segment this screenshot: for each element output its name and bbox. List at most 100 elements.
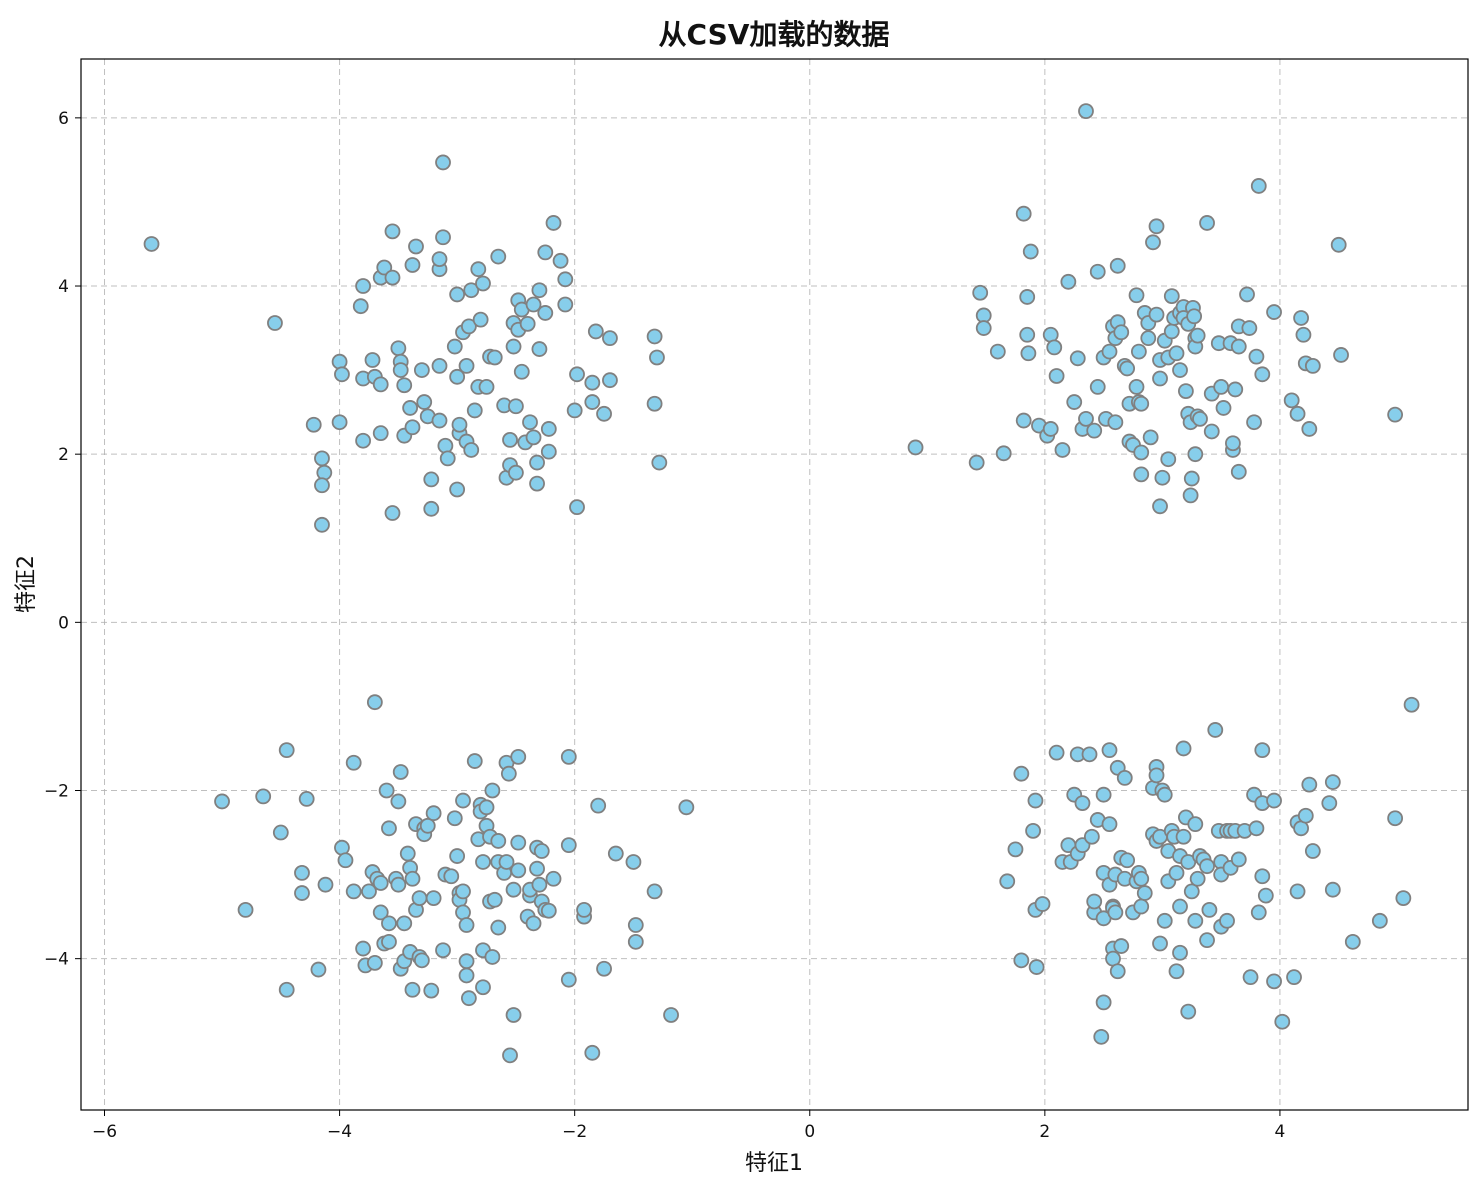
scatter-point — [1022, 243, 1039, 260]
scatter-point — [449, 481, 466, 498]
scatter-point — [1015, 205, 1032, 222]
scatter-point — [1257, 887, 1274, 904]
plot-area-frame — [80, 58, 1469, 1111]
scatter-point — [1113, 938, 1130, 954]
scatter-point — [1089, 379, 1106, 395]
scatter-point — [531, 341, 548, 357]
scatter-point — [627, 917, 644, 933]
scatter-point — [1019, 326, 1036, 343]
scatter-point — [1227, 381, 1244, 398]
scatter-point — [560, 748, 577, 765]
scatter-point — [1274, 1013, 1291, 1030]
scatter-point — [408, 238, 424, 255]
scatter-point — [1177, 383, 1194, 400]
scatter-point — [425, 805, 442, 822]
scatter-point — [1333, 347, 1349, 363]
scatter-point — [1160, 451, 1177, 468]
scatter-point — [1083, 828, 1100, 845]
scatter-point — [443, 868, 460, 885]
scatter-point — [458, 917, 475, 933]
scatter-point — [449, 848, 466, 864]
scatter-point — [486, 891, 503, 908]
scatter-point — [446, 810, 463, 827]
scatter-point — [1187, 446, 1204, 463]
scatter-point — [557, 296, 574, 313]
scatter-point — [531, 876, 548, 893]
scatter-point — [1109, 963, 1126, 980]
scatter-point — [1133, 444, 1150, 461]
scatter-point — [455, 883, 471, 900]
scatter-point — [975, 320, 992, 336]
scatter-point — [1140, 330, 1157, 347]
scatter-point — [1145, 234, 1161, 251]
scatter-point — [522, 414, 538, 431]
scatter-point — [314, 477, 330, 494]
scatter-point — [1304, 843, 1321, 859]
scatter-point — [560, 837, 577, 854]
y-tick-label: 0 — [58, 613, 69, 633]
scatter-point — [404, 257, 421, 273]
scatter-point — [298, 791, 315, 807]
scatter-point — [294, 864, 310, 881]
scatter-point — [529, 454, 545, 471]
y-tick-label: −2 — [44, 781, 69, 801]
scatter-point — [1007, 841, 1024, 858]
scatter-point — [646, 395, 663, 412]
scatter-point — [1048, 368, 1065, 384]
scatter-point — [278, 981, 295, 998]
scatter-point — [1301, 421, 1318, 437]
scatter-point — [272, 824, 289, 841]
scatter-point — [525, 429, 542, 446]
y-axis-label: 特征2 — [14, 555, 39, 613]
scatter-point — [1069, 350, 1086, 367]
scatter-point — [1286, 969, 1302, 986]
scatter-point — [1107, 904, 1124, 921]
scatter-point — [372, 904, 389, 921]
scatter-point — [372, 875, 389, 891]
scatter-point — [1192, 410, 1208, 427]
scatter-points — [143, 103, 1420, 1064]
scatter-point — [1254, 366, 1271, 383]
scatter-point — [310, 961, 327, 978]
scatter-point — [569, 366, 585, 383]
scatter-point — [1025, 822, 1041, 839]
scatter-point — [498, 854, 515, 870]
scatter-point — [278, 742, 295, 759]
scatter-point — [1163, 288, 1180, 305]
scatter-point — [505, 881, 522, 898]
scatter-point — [1248, 348, 1265, 365]
scatter-point — [1128, 379, 1145, 395]
scatter-point — [1116, 769, 1133, 786]
scatter-point — [1213, 379, 1230, 395]
scatter-point — [331, 414, 348, 431]
y-tick-label: −4 — [44, 950, 69, 970]
scatter-point — [1250, 904, 1267, 921]
scatter-point — [475, 275, 491, 292]
scatter-point — [508, 398, 524, 415]
scatter-point — [625, 854, 642, 870]
scatter-point — [413, 362, 430, 378]
scatter-point — [1172, 362, 1188, 378]
scatter-point — [416, 394, 433, 410]
scatter-point — [1163, 323, 1180, 340]
scatter-point — [649, 349, 665, 366]
scatter-point — [1293, 310, 1309, 326]
x-tick-label: −2 — [562, 1122, 587, 1142]
scatter-point — [466, 753, 483, 769]
scatter-point — [1203, 423, 1220, 440]
scatter-point — [1175, 828, 1192, 845]
scatter-point — [458, 357, 475, 374]
scatter-point — [1107, 414, 1124, 431]
scatter-point — [1086, 422, 1103, 439]
scatter-point — [540, 421, 557, 437]
scatter-point — [545, 215, 562, 231]
scatter-point — [1187, 912, 1204, 929]
scatter-point — [1148, 306, 1165, 323]
scatter-point — [472, 311, 489, 328]
scatter-point — [378, 782, 395, 799]
scatter-point — [596, 960, 612, 977]
scatter-point — [505, 1007, 522, 1023]
scatter-point — [907, 439, 924, 456]
scatter-point — [449, 368, 466, 385]
